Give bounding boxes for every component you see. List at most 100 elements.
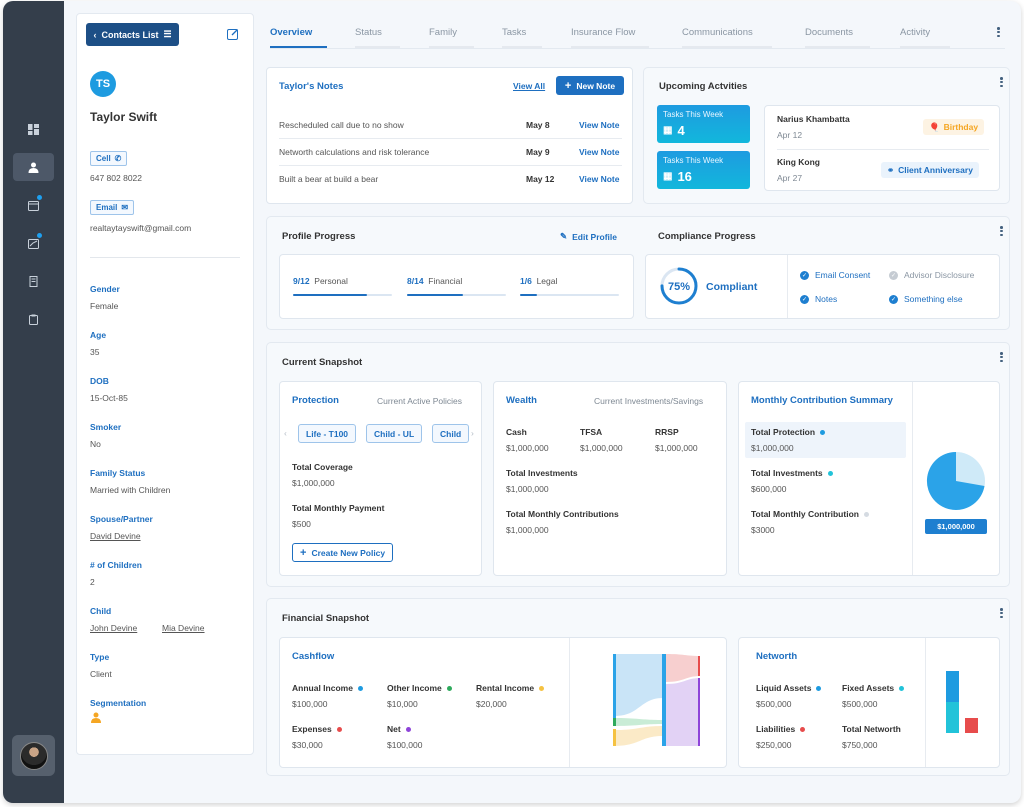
networth-bar-chart (946, 671, 978, 733)
total-investments-label: Total Investments (506, 468, 578, 478)
notes-card: Taylor's Notes View All + New Note Resch… (266, 67, 633, 204)
liquid-assets-bar (946, 671, 959, 702)
field-label: # of Children (90, 560, 142, 570)
documents-icon[interactable] (13, 267, 54, 295)
more-icon[interactable] (1000, 351, 1003, 363)
pie-tooltip: $1,000,000 (925, 519, 987, 534)
account-value: $1,000,000 (655, 443, 698, 453)
tab-overview[interactable]: Overview (270, 27, 313, 38)
chevron-right-icon[interactable]: › (471, 428, 474, 438)
user-avatar-button[interactable] (12, 735, 55, 776)
tab-tasks[interactable]: Tasks (502, 27, 527, 38)
create-policy-button[interactable]: + Create New Policy (292, 543, 394, 562)
spouse-link[interactable]: David Devine (90, 531, 141, 541)
calendar-icon: ▦ (663, 125, 673, 136)
new-note-button[interactable]: + New Note (556, 76, 624, 95)
compliance-ring (660, 267, 698, 305)
networth-value: $250,000 (756, 740, 792, 750)
contacts-list-button[interactable]: ‹ Contacts List ☰ (86, 23, 179, 46)
tab-documents[interactable]: Documents (805, 27, 854, 38)
view-all-link[interactable]: View All (513, 81, 546, 91)
cashflow-sankey-chart (613, 654, 700, 746)
summary-value: $1,000,000 (751, 443, 794, 453)
field-label: Gender (90, 284, 120, 294)
view-note-link[interactable]: View Note (579, 147, 620, 157)
client-anniversary-badge: ⚭ Client Anniversary (881, 162, 979, 178)
protection-subtitle: Current Active Policies (377, 396, 463, 406)
contact-name: Taylor Swift (90, 110, 158, 124)
total-coverage-label: Total Coverage (292, 462, 353, 472)
email-chip[interactable]: Email ✉ (90, 200, 135, 215)
event-name: King Kong (777, 157, 820, 167)
progress-item: 1/6 Legal (520, 276, 558, 286)
upcoming-activities-section: Upcoming Actvities Tasks This Week ▦ 4 Ta… (643, 67, 1010, 204)
field-value: 35 (90, 347, 100, 357)
more-icon[interactable] (1000, 76, 1003, 88)
tab-status[interactable]: Status (355, 27, 382, 38)
summary-value: $3000 (751, 525, 775, 535)
more-icon[interactable] (1000, 225, 1003, 237)
policy-chip[interactable]: Life - T100 (298, 424, 357, 443)
messages-icon[interactable] (13, 229, 54, 257)
summary-label[interactable]: Total Protection (751, 427, 826, 437)
tab-insurance-flow[interactable]: Insurance Flow (571, 27, 636, 38)
tab-family[interactable]: Family (429, 27, 457, 38)
summary-label[interactable]: Total Investments (751, 468, 833, 478)
view-note-link[interactable]: View Note (579, 120, 620, 130)
more-icon[interactable] (1000, 607, 1003, 619)
tab-underline (805, 46, 870, 48)
check-icon: ✓ (800, 295, 809, 304)
view-note-link[interactable]: View Note (579, 174, 620, 184)
contribution-pie-chart (926, 451, 985, 510)
liabilities-bar (965, 718, 978, 733)
progress-item: 9/12 Personal (293, 276, 348, 286)
account-label: RRSP (655, 427, 679, 437)
tasks-this-week-tile[interactable]: Tasks This Week ▦ 4 (657, 105, 750, 143)
cell-chip[interactable]: Cell ✆ (90, 151, 128, 166)
check-icon: ✓ (889, 271, 898, 280)
tasks-this-week-tile[interactable]: Tasks This Week ▦ 16 (657, 151, 750, 189)
edit-profile-link[interactable]: ✎ Edit Profile (560, 231, 617, 242)
calendar-icon[interactable] (13, 191, 54, 219)
summary-value: $600,000 (751, 484, 787, 494)
legend-dot (336, 727, 342, 733)
contacts-icon[interactable] (13, 153, 54, 181)
legend-dot (816, 686, 822, 692)
tab-communications[interactable]: Communications (682, 27, 753, 38)
note-date: May 8 (526, 120, 550, 130)
profile-progress-card: 9/12 Personal 8/14 Financial 1/6 Legal (279, 254, 634, 319)
list-icon: ☰ (163, 29, 172, 39)
networth-value: $500,000 (842, 699, 878, 709)
clipboard-icon[interactable] (13, 305, 54, 333)
compliance-item: Email Consent (815, 270, 871, 280)
child-link[interactable]: Mia Devine (162, 623, 205, 633)
progress-section: Profile Progress ✎ Edit Profile Complian… (266, 216, 1010, 330)
tab-underline-active (270, 46, 327, 48)
event-name: Narius Khambatta (777, 114, 850, 124)
tab-underline (355, 46, 400, 48)
total-payment-value: $500 (292, 519, 311, 529)
event-date: Apr 27 (777, 173, 803, 183)
field-value: No (90, 439, 101, 449)
contact-profile-panel: ‹ Contacts List ☰ TS Taylor Swift Cell ✆… (76, 13, 254, 755)
calendar-icon: ▦ (663, 171, 673, 182)
child-link[interactable]: John Devine (90, 623, 138, 633)
balloon-icon: 🎈 (929, 121, 940, 132)
summary-label[interactable]: Total Monthly Contribution (751, 509, 869, 519)
contact-avatar-initials: TS (90, 71, 116, 97)
policy-chip[interactable]: Child (432, 424, 470, 443)
personal-progress-bar (293, 294, 392, 296)
policy-chip[interactable]: Child - UL (366, 424, 423, 443)
field-label: Smoker (90, 422, 122, 432)
dashboard-icon[interactable] (13, 115, 54, 143)
chevron-left-icon[interactable]: ‹ (284, 428, 287, 438)
networth-label: Liabilities (756, 724, 806, 734)
compliance-card: 75% Compliant ✓ Email Consent ✓ Advisor … (645, 254, 1000, 319)
phone-icon: ✆ (114, 154, 122, 163)
monthly-summary-title: Monthly Contribution Summary (751, 395, 893, 406)
more-icon[interactable] (997, 26, 1000, 38)
edit-icon[interactable] (227, 28, 239, 40)
activities-title: Upcoming Actvities (659, 81, 748, 92)
tab-activity[interactable]: Activity (900, 27, 931, 38)
legend-dot (827, 471, 833, 477)
